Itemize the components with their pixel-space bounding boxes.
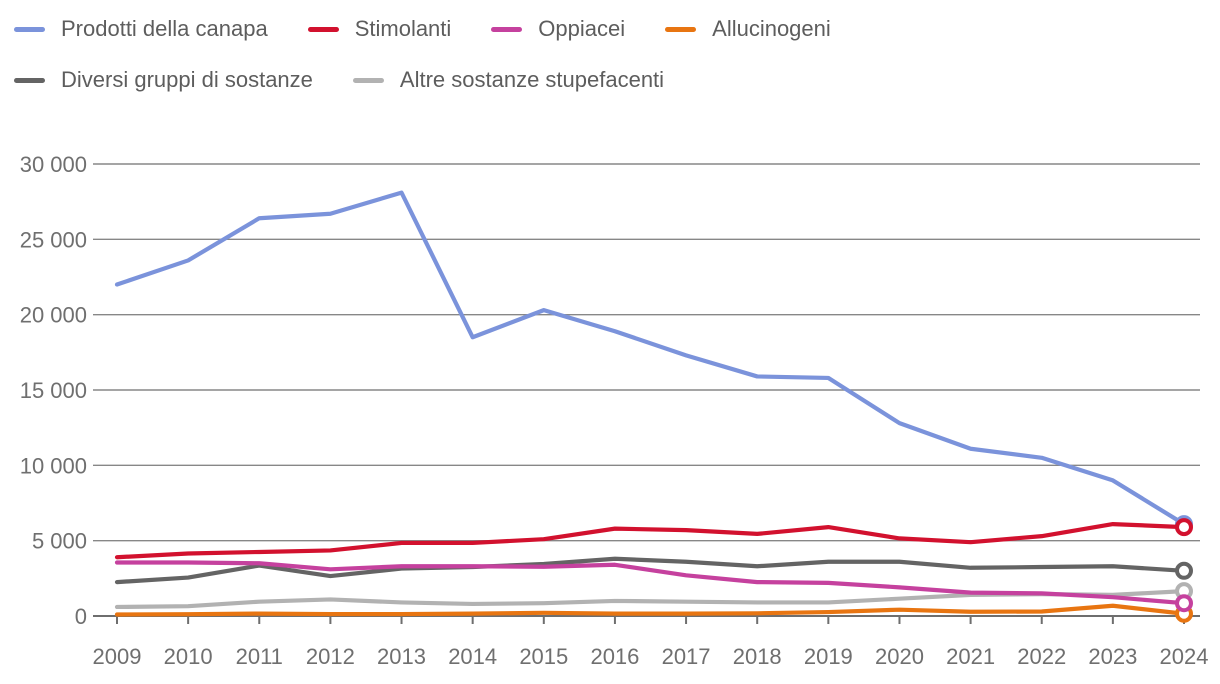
legend-label: Diversi gruppi di sostanze	[61, 67, 313, 92]
chart-legend: Prodotti della canapa Stimolanti Oppiace…	[14, 16, 871, 93]
x-tick-label: 2021	[946, 644, 995, 669]
legend-row-1: Prodotti della canapa Stimolanti Oppiace…	[14, 16, 871, 42]
x-tick-label: 2015	[519, 644, 568, 669]
x-tick-label: 2024	[1160, 644, 1209, 669]
x-tick-label: 2023	[1088, 644, 1137, 669]
legend-label: Allucinogeni	[712, 16, 831, 41]
x-tick-label: 2020	[875, 644, 924, 669]
x-tick-label: 2018	[733, 644, 782, 669]
line-swatch-icon	[491, 26, 523, 32]
y-tick-label: 25 000	[20, 227, 87, 252]
series-line-4[interactable]	[114, 556, 1187, 585]
y-tick-label: 0	[75, 604, 87, 629]
x-tick-label: 2019	[804, 644, 853, 669]
y-tick-label: 30 000	[20, 152, 87, 177]
series-line-1[interactable]	[114, 521, 1187, 560]
y-tick-label: 10 000	[20, 453, 87, 478]
legend-item-diversi-gruppi-di-sostanze[interactable]: Diversi gruppi di sostanze	[14, 67, 313, 93]
legend-item-altre-sostanze-stupefacenti[interactable]: Altre sostanze stupefacenti	[352, 67, 665, 93]
x-tick-label: 2012	[306, 644, 355, 669]
series-line-3[interactable]	[114, 603, 1187, 617]
x-tick-label: 2014	[448, 644, 497, 669]
y-tick-label: 20 000	[20, 303, 87, 328]
line-swatch-icon	[665, 26, 697, 32]
y-tick-label: 5 000	[32, 529, 87, 554]
line-swatch-icon	[14, 77, 45, 83]
series-line-0[interactable]	[114, 190, 1187, 527]
series-end-marker-2[interactable]	[1175, 594, 1193, 613]
x-tick-label: 2016	[590, 644, 639, 669]
legend-item-stimolanti[interactable]: Stimolanti	[307, 16, 452, 42]
x-tick-label: 2022	[1017, 644, 1066, 669]
series-end-marker-1[interactable]	[1175, 518, 1193, 537]
series-end-marker-4[interactable]	[1175, 561, 1193, 580]
x-tick-label: 2017	[662, 644, 711, 669]
x-tick-label: 2013	[377, 644, 426, 669]
legend-label: Altre sostanze stupefacenti	[399, 67, 665, 92]
legend-item-allucinogeni[interactable]: Allucinogeni	[665, 16, 831, 42]
x-tick-label: 2010	[164, 644, 213, 669]
line-swatch-icon	[307, 26, 339, 32]
line-swatch-icon	[352, 77, 384, 83]
legend-item-oppiacei[interactable]: Oppiacei	[491, 16, 625, 42]
legend-item-prodotti-della-canapa[interactable]: Prodotti della canapa	[14, 16, 268, 42]
x-tick-label: 2009	[93, 644, 142, 669]
y-tick-label: 15 000	[20, 378, 87, 403]
series-line-2[interactable]	[114, 560, 1187, 606]
legend-label: Stimolanti	[354, 16, 452, 41]
legend-label: Oppiacei	[538, 16, 626, 41]
x-tick-label: 2011	[236, 644, 283, 669]
legend-label: Prodotti della canapa	[61, 16, 268, 41]
legend-row-2: Diversi gruppi di sostanze Altre sostanz…	[14, 67, 871, 93]
line-swatch-icon	[14, 26, 45, 32]
